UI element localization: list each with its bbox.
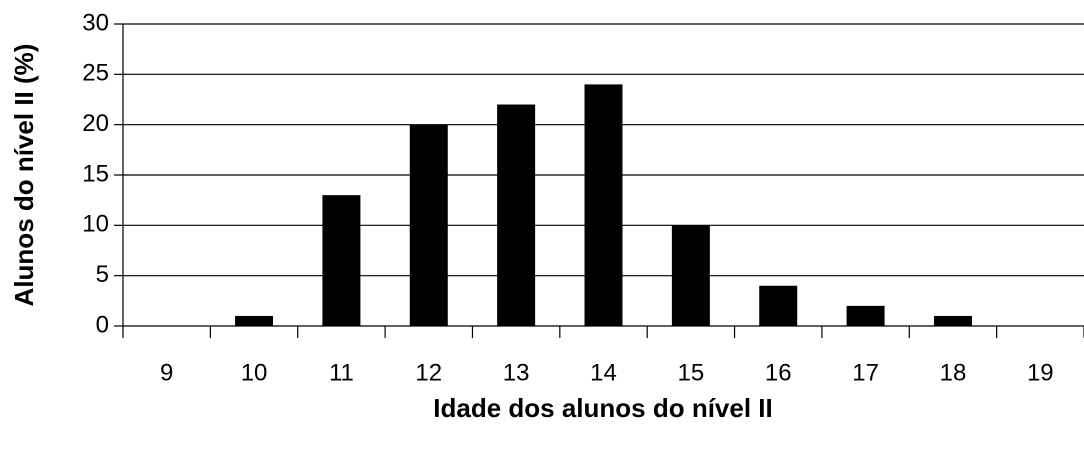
y-tick-label: 25 [82,60,109,87]
x-tick-label: 19 [1027,359,1054,386]
x-tick-label: 14 [590,359,617,386]
x-axis-title: Idade dos alunos do nível II [433,393,773,423]
x-tick-label: 13 [503,359,530,386]
bar [497,104,536,327]
x-tick-label: 18 [940,359,967,386]
bar [235,315,274,326]
bar [759,285,798,326]
bar [846,305,885,326]
x-tick-label: 11 [329,359,354,386]
bar [322,195,361,326]
x-tick-label: 10 [241,359,268,386]
x-tick-label: 15 [678,359,705,386]
bar [409,124,448,327]
y-tick-label: 5 [96,261,109,288]
x-tick-label: 9 [160,359,173,386]
bar [933,315,972,326]
x-tick-label: 12 [415,359,442,386]
y-tick-label: 30 [82,9,109,36]
y-tick-label: 15 [82,160,109,187]
x-tick-label: 16 [765,359,792,386]
x-tick-label: 17 [852,359,879,386]
y-tick-label: 0 [96,311,109,338]
y-tick-label: 10 [82,211,109,238]
bar [671,225,710,326]
y-axis-title: Alunos do nível II (%) [9,44,39,307]
y-tick-label: 20 [82,110,109,137]
bar [584,84,623,327]
